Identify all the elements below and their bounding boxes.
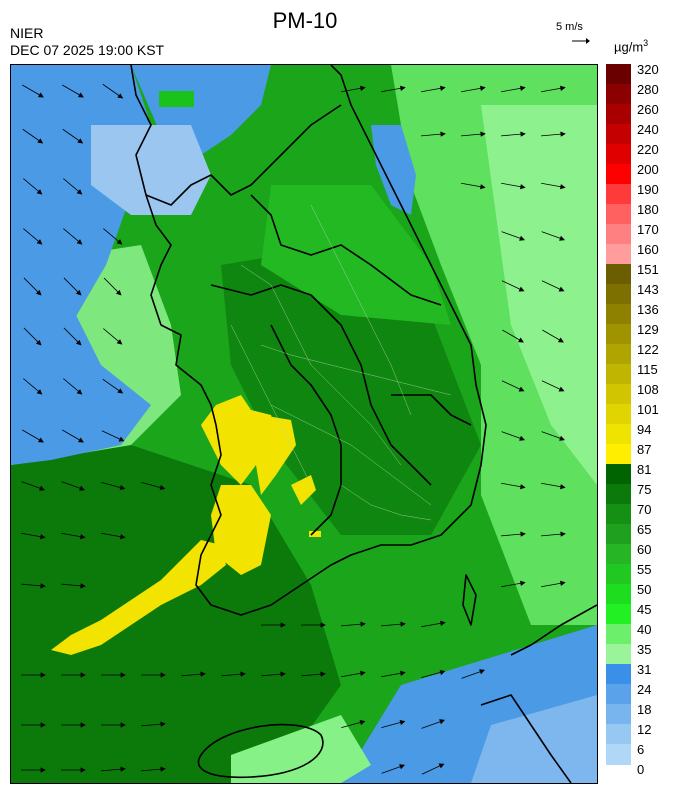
legend-color-cell [606, 604, 631, 625]
legend-label: 129 [637, 322, 659, 337]
legend-label: 115 [637, 362, 658, 377]
map-canvas [11, 65, 597, 783]
legend-color-cell [606, 624, 631, 645]
pm10-map [10, 64, 598, 784]
legend-color-cell [606, 524, 631, 545]
legend-color-cell [606, 324, 631, 345]
legend-label: 108 [637, 382, 659, 397]
legend-label: 143 [637, 282, 659, 297]
legend-label: 160 [637, 242, 659, 257]
legend-label: 12 [637, 722, 652, 737]
legend-label: 6 [637, 742, 645, 757]
legend-color-cell [606, 364, 631, 385]
legend-label: 24 [637, 682, 652, 697]
legend-color-cell [606, 724, 631, 745]
yellow-zone-6 [309, 531, 321, 537]
legend-label: 75 [637, 482, 652, 497]
legend-color-cell [606, 704, 631, 725]
west-sea-blue-2 [11, 305, 151, 465]
legend-color-cell [606, 464, 631, 485]
legend-color-cell [606, 404, 631, 425]
legend-label: 136 [637, 302, 659, 317]
legend-color-cell [606, 84, 631, 105]
legend-label: 81 [637, 462, 652, 477]
legend-label: 240 [637, 122, 659, 137]
legend-color-cell [606, 104, 631, 125]
legend-color-cell [606, 424, 631, 445]
legend-label: 101 [637, 402, 659, 417]
legend-label: 87 [637, 442, 652, 457]
legend-label: 122 [637, 342, 659, 357]
legend-label: 190 [637, 182, 659, 197]
unit-label: µg/m3 [614, 38, 649, 55]
wind-arrows [21, 83, 566, 775]
legend-label: 60 [637, 542, 652, 557]
legend-color-cell [606, 584, 631, 605]
legend-label: 65 [637, 522, 652, 537]
yellow-zone-3 [211, 485, 271, 575]
legend-color-cell [606, 224, 631, 245]
legend-label: 200 [637, 162, 659, 177]
coastline [130, 65, 597, 783]
north-pale-blue [91, 125, 211, 215]
legend-label: 45 [637, 602, 652, 617]
southeast-pale-blue [471, 695, 597, 783]
legend-color-cell [606, 64, 631, 85]
wind-reference-arrow-icon [572, 38, 590, 44]
legend-color-cell [606, 384, 631, 405]
legend-label: 94 [637, 422, 652, 437]
east-inlet-blue [371, 125, 416, 215]
legend-color-cell [606, 664, 631, 685]
legend-label: 50 [637, 582, 652, 597]
legend-label: 151 [637, 262, 659, 277]
legend-color-cell [606, 564, 631, 585]
legend-label: 31 [637, 662, 652, 677]
legend-label: 18 [637, 702, 652, 717]
map-title: PM-10 [272, 8, 338, 33]
legend-color-cell [606, 124, 631, 145]
legend-color-cell [606, 684, 631, 705]
legend-label: 35 [637, 642, 652, 657]
south-light-green [231, 715, 371, 783]
legend-color-cell [606, 184, 631, 205]
legend-color-cell [606, 444, 631, 465]
legend-label: 260 [637, 102, 659, 117]
legend-label: 180 [637, 202, 659, 217]
legend-label: 55 [637, 562, 652, 577]
legend-color-cell [606, 304, 631, 325]
legend-color-cell [606, 244, 631, 265]
forecast-datetime: DEC 07 2025 19:00 KST [10, 42, 165, 58]
legend-color-cell [606, 644, 631, 665]
legend-color-cell [606, 344, 631, 365]
color-legend [606, 64, 631, 765]
legend-color-cell [606, 544, 631, 565]
north-green-pocket [159, 91, 194, 107]
east-sea-pale-green [481, 105, 597, 485]
legend-label: 0 [637, 762, 645, 777]
legend-color-cell [606, 504, 631, 525]
yellow-zone-4 [51, 540, 226, 655]
legend-label: 70 [637, 502, 652, 517]
legend-color-cell [606, 284, 631, 305]
legend-color-cell [606, 744, 631, 765]
legend-color-cell [606, 144, 631, 165]
legend-label: 220 [637, 142, 659, 157]
wind-reference-label: 5 m/s [556, 21, 583, 33]
agency-label: NIER [10, 25, 44, 41]
legend-color-cell [606, 484, 631, 505]
legend-label: 320 [637, 62, 659, 77]
legend-label: 40 [637, 622, 652, 637]
legend-color-cell [606, 264, 631, 285]
district-lines [230, 204, 452, 521]
legend-color-cell [606, 204, 631, 225]
legend-label: 170 [637, 222, 659, 237]
legend-label: 280 [637, 82, 659, 97]
legend-color-cell [606, 164, 631, 185]
